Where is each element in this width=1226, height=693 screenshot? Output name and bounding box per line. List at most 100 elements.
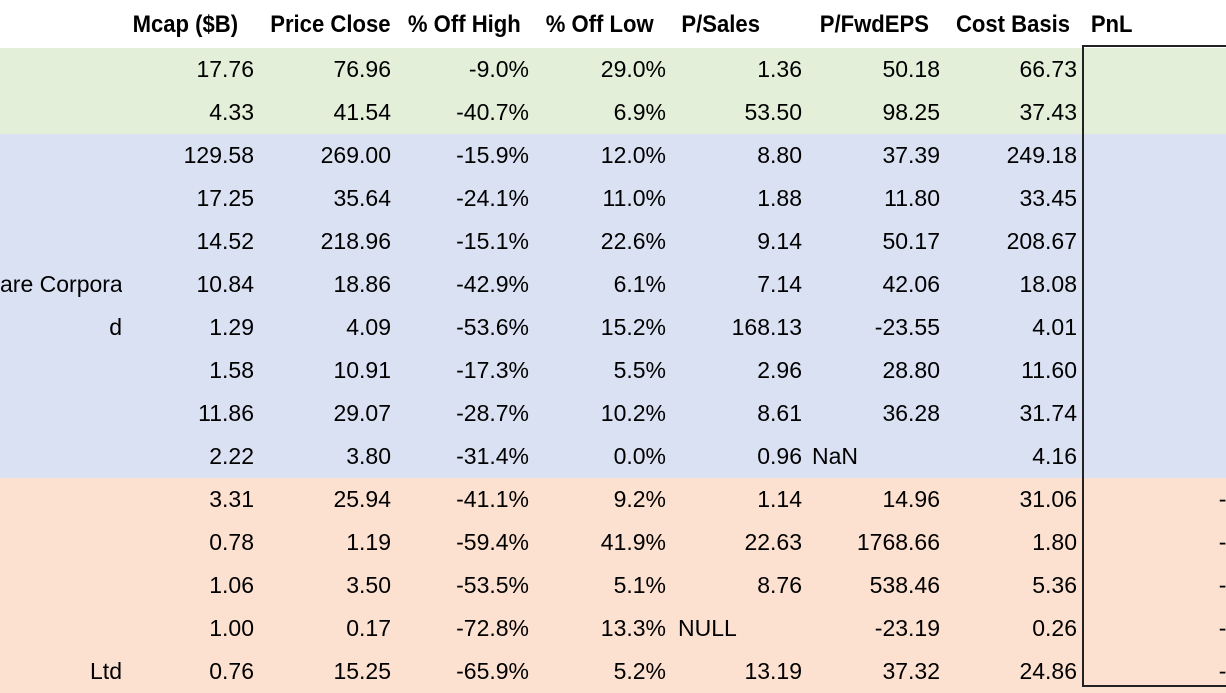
cell-pnl[interactable]: -5 (1084, 349, 1226, 392)
cell-cost-basis[interactable]: 31.74 (1019, 400, 1077, 426)
cell-pct-off-low[interactable]: 6.9% (613, 99, 666, 125)
cell-pnl[interactable]: 4 (1084, 263, 1226, 306)
table-row[interactable]: 17.76 76.96 -9.0% 29.0% 1.36 50.18 66.73 (0, 48, 1226, 91)
table-row[interactable]: 129.58 269.00 -15.9% 12.0% 8.80 37.39 249.18 (0, 134, 1226, 177)
table-row[interactable]: 17.25 35.64 -24.1% 11.0% 1.88 11.80 33.45 (0, 177, 1226, 220)
table-row[interactable]: d 1.29 4.09 -53.6% 15.2% 168.13 -23.55 4.01 (0, 306, 1226, 349)
cell-pnl[interactable]: 10 (1084, 91, 1226, 134)
cell-pct-off-low[interactable]: 0.0% (613, 443, 666, 469)
cell-pnl[interactable]: 15 (1084, 48, 1226, 91)
cell-p-sales[interactable]: 22.63 (744, 529, 802, 555)
cell-cost-basis[interactable]: 37.43 (1019, 99, 1077, 125)
table-row[interactable]: 1.58 10.91 -17.3% 5.5% 2.96 28.80 11.60 (0, 349, 1226, 392)
cell-cost-basis[interactable]: 4.01 (1032, 314, 1077, 340)
cell-pct-off-high[interactable]: -24.1% (456, 185, 529, 211)
cell-pnl[interactable]: -8 (1084, 435, 1226, 478)
table-row[interactable]: 11.86 29.07 -28.7% 10.2% 8.61 36.28 31.74 (0, 392, 1226, 435)
cell-mcap[interactable]: 17.76 (196, 56, 254, 82)
cell-pnl[interactable]: -16 (1084, 478, 1226, 521)
cell-p-sales[interactable]: 1.36 (757, 56, 802, 82)
cell-cost-basis[interactable]: 5.36 (1032, 572, 1077, 598)
cell-company-name[interactable] (0, 607, 122, 650)
cell-company-name[interactable] (0, 177, 122, 220)
cell-pct-off-high[interactable]: -53.5% (456, 572, 529, 598)
cell-p-sales[interactable]: 53.50 (744, 99, 802, 125)
cell-pct-off-low[interactable]: 5.1% (613, 572, 666, 598)
table-row[interactable]: 0.78 1.19 -59.4% 41.9% 22.63 1768.66 1.80 (0, 521, 1226, 564)
cell-pct-off-high[interactable]: -31.4% (456, 443, 529, 469)
cell-mcap[interactable]: 0.78 (209, 529, 254, 555)
cell-p-sales[interactable]: 8.76 (757, 572, 802, 598)
cell-price-close[interactable]: 1.19 (346, 529, 391, 555)
cell-p-sales[interactable]: 8.61 (757, 400, 802, 426)
cell-p-fwd-eps[interactable]: -23.55 (874, 314, 940, 340)
cell-p-sales[interactable]: 2.96 (757, 357, 802, 383)
cell-p-fwd-eps[interactable]: 37.39 (882, 142, 940, 168)
cell-price-close[interactable]: 18.86 (333, 271, 391, 297)
cell-cost-basis[interactable]: 24.86 (1019, 658, 1077, 684)
cell-pct-off-low[interactable]: 5.5% (613, 357, 666, 383)
cell-cost-basis[interactable]: 33.45 (1019, 185, 1077, 211)
header-pct-off-low[interactable]: % Off Low (545, 11, 654, 38)
cell-price-close[interactable]: 0.17 (346, 615, 391, 641)
table-row[interactable]: Ltd 0.76 15.25 -65.9% 5.2% 13.19 37.32 24.86 (0, 650, 1226, 693)
cell-mcap[interactable]: 1.06 (209, 572, 254, 598)
cell-mcap[interactable]: 1.00 (209, 615, 254, 641)
cell-cost-basis[interactable]: 31.06 (1019, 486, 1077, 512)
cell-company-name[interactable] (0, 48, 122, 91)
cell-price-close[interactable]: 10.91 (333, 357, 391, 383)
cell-p-sales[interactable]: 13.19 (744, 658, 802, 684)
cell-mcap[interactable]: 10.84 (196, 271, 254, 297)
cell-pct-off-low[interactable]: 13.3% (600, 615, 666, 641)
cell-p-fwd-eps[interactable]: 42.06 (882, 271, 940, 297)
cell-pct-off-low[interactable]: 11.0% (602, 185, 666, 211)
cell-p-sales[interactable]: 0.96 (757, 443, 802, 469)
header-price-close[interactable]: Price Close (270, 11, 391, 38)
cell-cost-basis[interactable]: 208.67 (1006, 228, 1077, 254)
cell-mcap[interactable]: 17.25 (196, 185, 254, 211)
cell-price-close[interactable]: 15.25 (333, 658, 391, 684)
cell-pnl[interactable]: -34 (1084, 521, 1226, 564)
cell-company-name[interactable] (0, 91, 122, 134)
cell-pct-off-high[interactable]: -15.1% (456, 228, 529, 254)
cell-pct-off-high[interactable]: -40.7% (456, 99, 529, 125)
cell-company-name[interactable] (0, 564, 122, 607)
cell-cost-basis[interactable]: 1.80 (1032, 529, 1077, 555)
table-row[interactable]: 4.33 41.54 -40.7% 6.9% 53.50 98.25 37.43 (0, 91, 1226, 134)
cell-price-close[interactable]: 218.96 (320, 228, 391, 254)
cell-pct-off-high[interactable]: -41.1% (456, 486, 529, 512)
header-mcap[interactable]: Mcap ($B) (132, 11, 239, 38)
cell-pct-off-high[interactable]: -15.9% (456, 142, 529, 168)
cell-p-sales[interactable]: 1.14 (757, 486, 802, 512)
cell-pct-off-high[interactable]: -28.7% (456, 400, 529, 426)
cell-pnl[interactable]: 6 (1084, 177, 1226, 220)
table-row[interactable]: are Corporat 10.84 18.86 -42.9% 6.1% 7.14 42.0… (0, 263, 1226, 306)
cell-mcap[interactable]: 1.58 (209, 357, 254, 383)
cell-pnl[interactable]: 1 (1084, 306, 1226, 349)
cell-cost-basis[interactable]: 11.60 (1021, 357, 1077, 383)
table-row[interactable]: 14.52 218.96 -15.1% 22.6% 9.14 50.17 208.67 (0, 220, 1226, 263)
table-row[interactable]: 2.22 3.80 -31.4% 0.0% 0.96 NaN 4.16 (0, 435, 1226, 478)
cell-mcap[interactable]: 3.31 (209, 486, 254, 512)
cell-price-close[interactable]: 41.54 (333, 99, 391, 125)
cell-price-close[interactable]: 29.07 (333, 400, 391, 426)
cell-p-fwd-eps[interactable]: 538.46 (869, 572, 940, 598)
cell-p-fwd-eps[interactable]: 36.28 (882, 400, 940, 426)
cell-pnl[interactable]: -8 (1084, 392, 1226, 435)
cell-company-name[interactable]: Ltd (0, 650, 122, 693)
cell-pnl[interactable]: -35 (1084, 607, 1226, 650)
cell-p-fwd-eps[interactable]: 50.18 (882, 56, 940, 82)
table-row[interactable]: 1.06 3.50 -53.5% 5.1% 8.76 538.46 5.36 (0, 564, 1226, 607)
cell-p-fwd-eps[interactable]: 14.96 (882, 486, 940, 512)
header-pct-off-high[interactable]: % Off High (407, 11, 521, 38)
cell-p-fwd-eps[interactable]: 11.80 (884, 185, 940, 211)
cell-p-sales[interactable]: 8.80 (757, 142, 802, 168)
cell-cost-basis[interactable]: 4.16 (1032, 443, 1077, 469)
cell-pnl[interactable]: -38 (1084, 650, 1226, 688)
cell-pct-off-high[interactable]: -42.9% (456, 271, 529, 297)
cell-price-close[interactable]: 3.50 (346, 572, 391, 598)
cell-company-name[interactable] (0, 478, 122, 521)
cell-mcap[interactable]: 11.86 (198, 400, 254, 426)
cell-p-sales[interactable]: 9.14 (757, 228, 802, 254)
table-row[interactable]: 3.31 25.94 -41.1% 9.2% 1.14 14.96 31.06 (0, 478, 1226, 521)
